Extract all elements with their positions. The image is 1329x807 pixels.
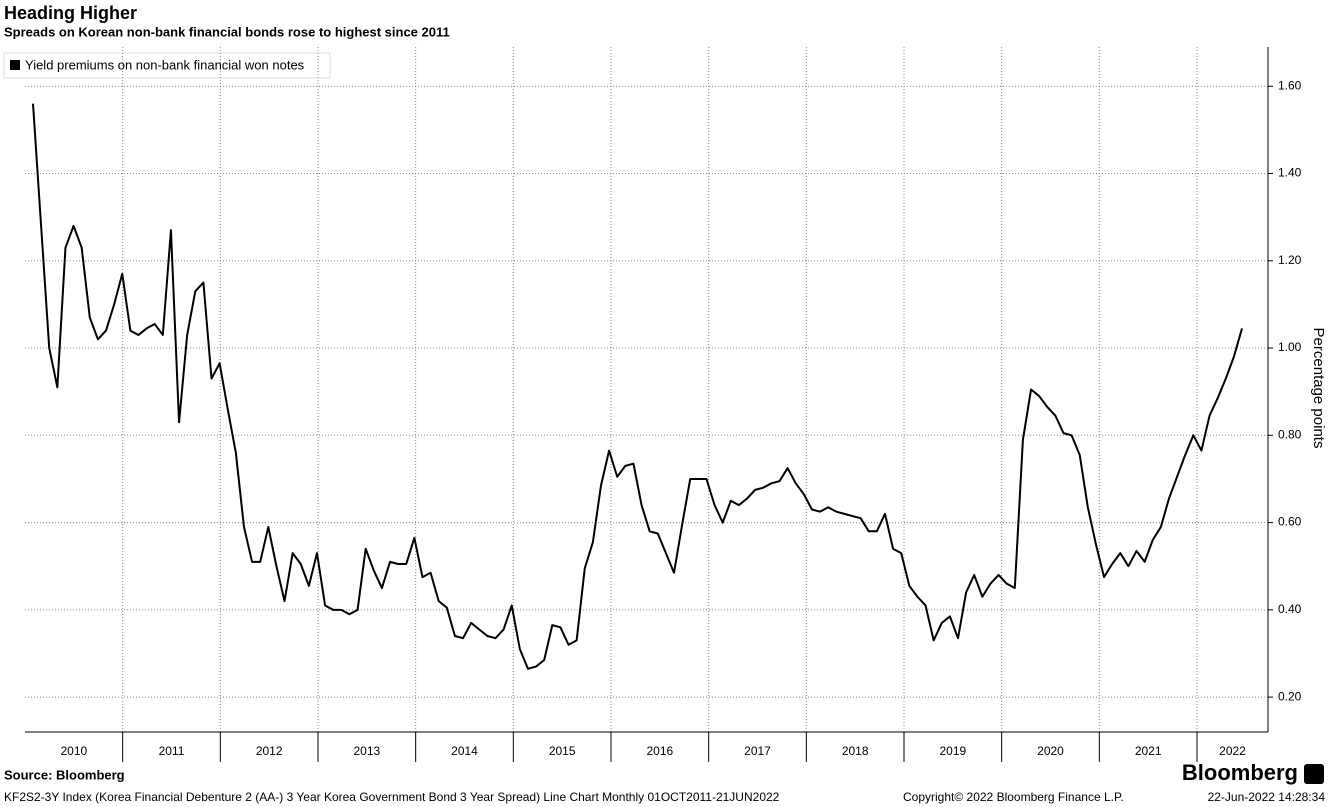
x-tick-label: 2021 [1135,744,1162,758]
x-tick-label: 2022 [1219,744,1246,758]
chart-title: Heading Higher [4,3,137,23]
x-tick-label: 2015 [549,744,576,758]
brand-icon [1304,764,1324,784]
x-tick-label: 2020 [1037,744,1064,758]
x-tick-label: 2017 [744,744,771,758]
legend-box [3,52,331,79]
line-series [32,103,1243,670]
brand: Bloomberg [1182,760,1298,785]
footnote: KF2S2-3Y Index (Korea Financial Debentur… [4,790,780,804]
y-tick-label: 0.60 [1278,515,1302,529]
x-tick-label: 2014 [451,744,478,758]
legend-label: Yield premiums on non-bank financial won… [25,57,305,72]
y-tick-label: 1.60 [1278,78,1302,92]
x-tick-label: 2011 [159,744,185,758]
y-tick-label: 1.00 [1278,340,1302,354]
timestamp: 22-Jun-2022 14:28:34 [1208,790,1326,804]
y-tick-label: 0.20 [1278,689,1302,703]
copyright: Copyright© 2022 Bloomberg Finance L.P. [903,790,1124,804]
y-tick-label: 1.40 [1278,166,1302,180]
x-tick-label: 2018 [842,744,869,758]
x-tick-label: 2016 [646,744,673,758]
legend-swatch [10,60,20,70]
y-tick-label: 0.80 [1278,427,1302,441]
x-tick-label: 2012 [256,744,283,758]
x-tick-label: 2010 [60,744,87,758]
y-tick-label: 1.20 [1278,253,1302,267]
y-axis-label: Percentage points [1310,328,1327,449]
y-tick-label: 0.40 [1278,602,1302,616]
x-tick-label: 2019 [939,744,966,758]
source: Source: Bloomberg [4,767,125,782]
chart-subtitle: Spreads on Korean non-bank financial bon… [4,24,450,39]
x-tick-label: 2013 [353,744,380,758]
